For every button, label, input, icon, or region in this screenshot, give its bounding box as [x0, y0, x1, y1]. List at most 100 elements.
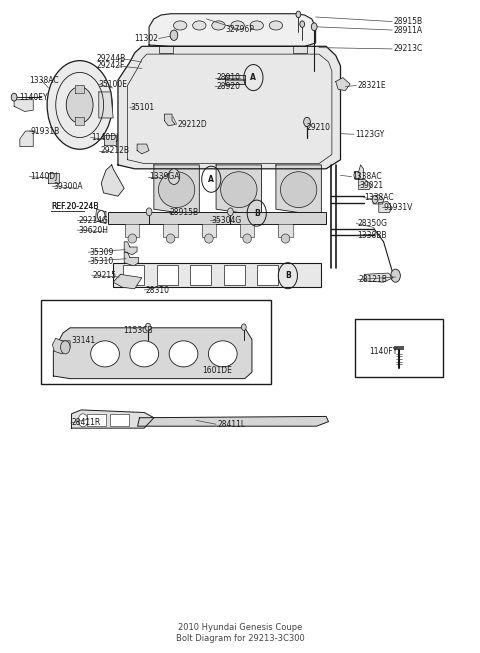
Text: 35100E: 35100E: [99, 80, 128, 89]
Text: 28915B: 28915B: [393, 17, 422, 26]
Text: 1338AC: 1338AC: [352, 172, 382, 181]
Circle shape: [304, 118, 311, 127]
Text: 1140DJ: 1140DJ: [92, 133, 119, 142]
Text: 29212D: 29212D: [178, 120, 207, 129]
Bar: [41, 300, 271, 384]
Text: 35101: 35101: [131, 103, 155, 112]
Polygon shape: [278, 223, 293, 236]
Circle shape: [11, 93, 17, 101]
Bar: [87, 414, 106, 426]
Polygon shape: [276, 165, 322, 215]
Bar: [224, 265, 245, 285]
Ellipse shape: [128, 234, 137, 243]
Text: 33141: 33141: [72, 336, 96, 345]
Text: 35304G: 35304G: [211, 215, 241, 225]
Text: 11302: 11302: [134, 34, 158, 43]
Text: 1140EY: 1140EY: [19, 93, 48, 102]
Text: 28915B: 28915B: [169, 208, 198, 217]
Ellipse shape: [280, 172, 317, 208]
Text: 29244B: 29244B: [96, 54, 126, 63]
Polygon shape: [379, 201, 392, 212]
Text: 28310: 28310: [145, 285, 169, 295]
Polygon shape: [104, 135, 116, 146]
Circle shape: [47, 61, 112, 150]
Circle shape: [300, 21, 305, 27]
Polygon shape: [125, 223, 140, 236]
Polygon shape: [99, 92, 113, 118]
Bar: [108, 212, 326, 223]
Text: 29214G: 29214G: [78, 215, 108, 225]
Circle shape: [241, 324, 246, 330]
Ellipse shape: [231, 21, 244, 30]
Circle shape: [60, 341, 70, 354]
Text: 28920: 28920: [216, 82, 240, 91]
Polygon shape: [52, 338, 70, 354]
Text: 28911A: 28911A: [393, 25, 422, 35]
Bar: [190, 265, 211, 285]
Polygon shape: [158, 46, 173, 53]
Polygon shape: [240, 223, 254, 236]
Text: B: B: [254, 208, 260, 217]
Polygon shape: [48, 173, 59, 183]
Ellipse shape: [221, 172, 257, 208]
Polygon shape: [293, 46, 307, 53]
Ellipse shape: [166, 234, 175, 243]
Polygon shape: [336, 78, 350, 91]
Polygon shape: [137, 144, 149, 154]
Ellipse shape: [169, 341, 198, 367]
Text: 1338BB: 1338BB: [357, 231, 387, 240]
Text: 28910: 28910: [216, 73, 240, 82]
Polygon shape: [53, 328, 252, 379]
Ellipse shape: [204, 234, 213, 243]
Polygon shape: [216, 165, 262, 215]
Polygon shape: [218, 78, 245, 80]
Polygon shape: [72, 410, 154, 428]
Text: 1123GY: 1123GY: [355, 130, 384, 139]
Polygon shape: [225, 75, 245, 84]
Ellipse shape: [158, 172, 195, 208]
Circle shape: [296, 11, 301, 18]
Polygon shape: [359, 179, 372, 189]
Polygon shape: [364, 273, 393, 282]
Text: 1140DJ: 1140DJ: [30, 172, 58, 181]
Polygon shape: [96, 209, 106, 223]
Ellipse shape: [243, 234, 252, 243]
Polygon shape: [355, 165, 363, 179]
Text: 1339GA: 1339GA: [149, 172, 180, 181]
Text: 39021: 39021: [360, 182, 384, 190]
Polygon shape: [202, 223, 216, 236]
Text: 39620H: 39620H: [78, 225, 108, 234]
Text: 28321E: 28321E: [357, 81, 386, 90]
Ellipse shape: [130, 341, 158, 367]
Polygon shape: [124, 252, 139, 266]
Circle shape: [168, 169, 180, 184]
Ellipse shape: [269, 21, 283, 30]
Text: 29215: 29215: [93, 271, 117, 280]
Circle shape: [372, 195, 378, 203]
Polygon shape: [75, 86, 84, 93]
Circle shape: [170, 30, 178, 40]
Text: A: A: [208, 175, 214, 183]
Polygon shape: [373, 195, 384, 204]
Ellipse shape: [212, 21, 225, 30]
Bar: [110, 414, 129, 426]
Polygon shape: [163, 223, 178, 236]
Polygon shape: [154, 165, 199, 215]
Polygon shape: [118, 46, 340, 169]
Text: 1140FY: 1140FY: [370, 347, 398, 356]
Text: 2010 Hyundai Genesis Coupe
Bolt Diagram for 29213-3C300: 2010 Hyundai Genesis Coupe Bolt Diagram …: [176, 623, 304, 643]
Text: 35309: 35309: [89, 247, 114, 257]
Polygon shape: [113, 274, 142, 289]
Text: 28350G: 28350G: [357, 219, 387, 228]
Bar: [394, 346, 404, 350]
Bar: [355, 319, 444, 377]
Text: 1601DE: 1601DE: [202, 366, 231, 375]
Polygon shape: [124, 242, 137, 255]
Text: REF.20-224B: REF.20-224B: [51, 202, 98, 211]
Polygon shape: [164, 114, 175, 126]
Polygon shape: [149, 14, 316, 46]
Text: 28411L: 28411L: [217, 420, 245, 429]
Text: B: B: [285, 271, 291, 280]
Text: 35310: 35310: [89, 257, 113, 266]
Text: REF.20-224B: REF.20-224B: [51, 202, 98, 211]
